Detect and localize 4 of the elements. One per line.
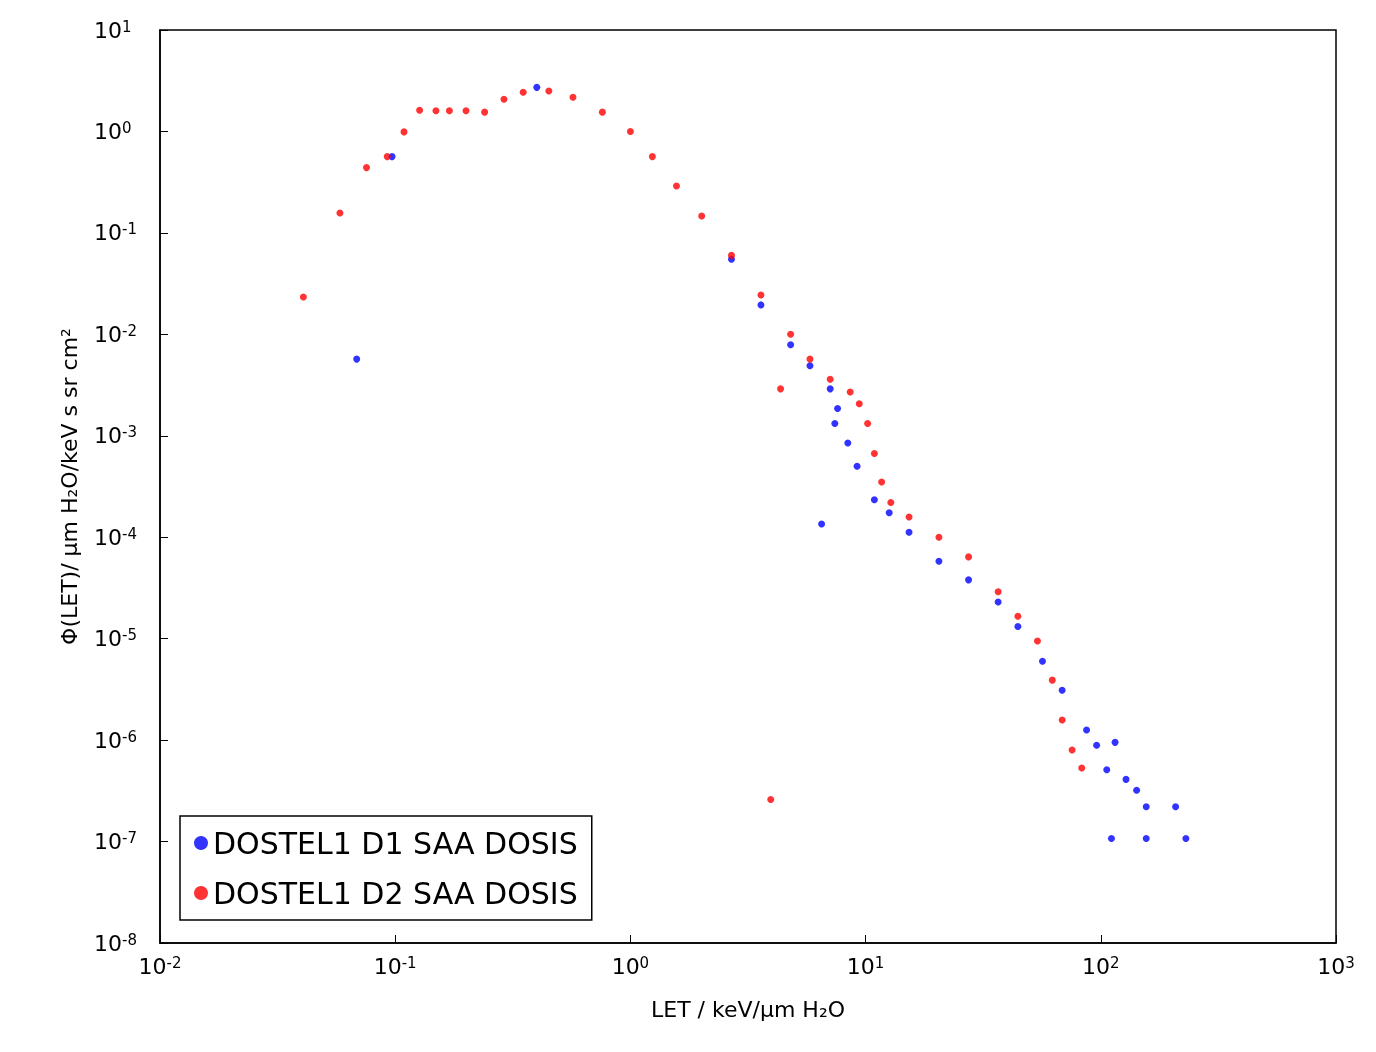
legend-label: DOSTEL1 D1 SAA DOSIS bbox=[213, 825, 578, 861]
x-axis-title: LET / keV/μm H₂O bbox=[650, 996, 846, 1022]
y-axis-title: Φ(LET)/ μm H₂O/keV s sr cm² bbox=[56, 328, 82, 645]
legend-label: DOSTEL1 D2 SAA DOSIS bbox=[213, 875, 578, 911]
